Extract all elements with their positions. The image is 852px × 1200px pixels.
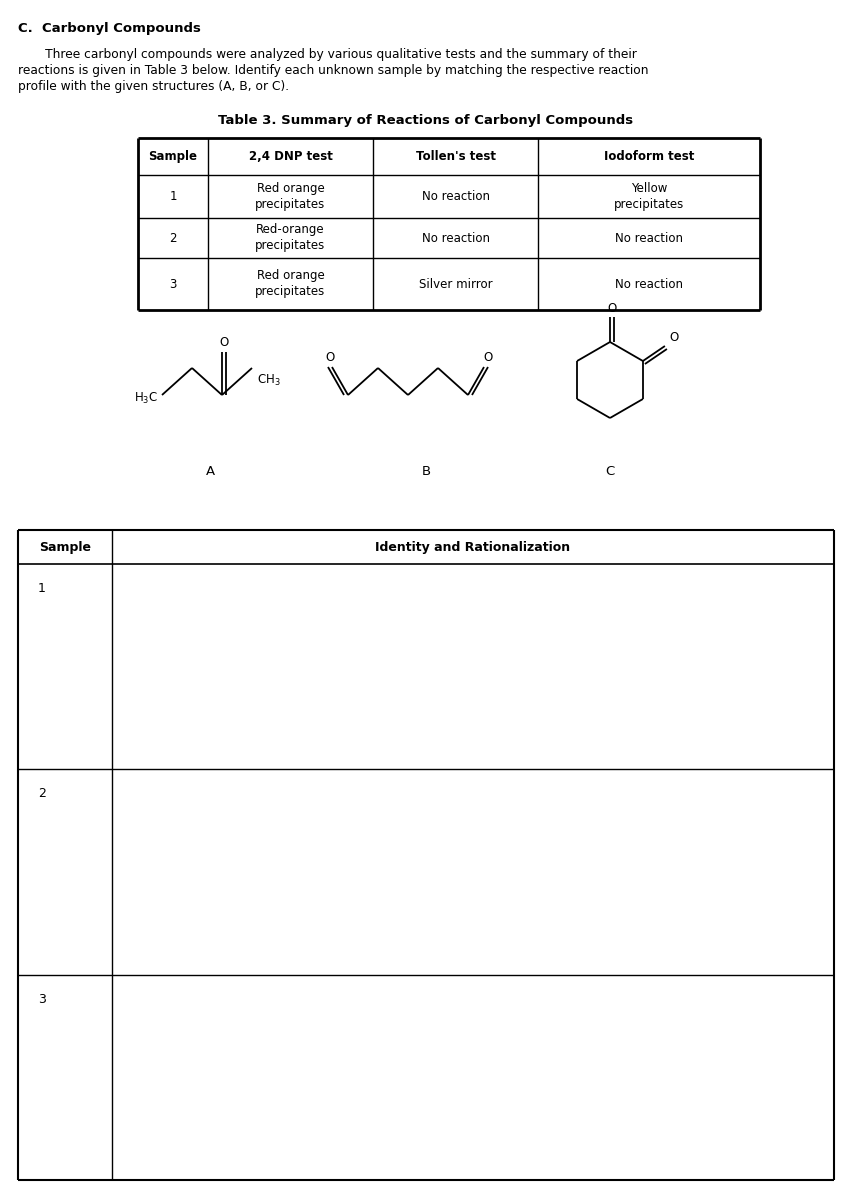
Text: Tollen's test: Tollen's test bbox=[416, 150, 496, 163]
Text: O: O bbox=[607, 302, 617, 314]
Text: 2: 2 bbox=[38, 787, 46, 800]
Text: No reaction: No reaction bbox=[422, 190, 490, 203]
Text: O: O bbox=[219, 336, 228, 349]
Text: Red orange
precipitates: Red orange precipitates bbox=[256, 270, 325, 299]
Text: Table 3. Summary of Reactions of Carbonyl Compounds: Table 3. Summary of Reactions of Carbony… bbox=[218, 114, 634, 127]
Text: Silver mirror: Silver mirror bbox=[418, 277, 492, 290]
Text: B: B bbox=[422, 464, 430, 478]
Text: O: O bbox=[483, 350, 492, 364]
Text: Sample: Sample bbox=[39, 540, 91, 553]
Text: 1: 1 bbox=[38, 582, 46, 595]
Text: No reaction: No reaction bbox=[615, 277, 683, 290]
Text: H$_3$C: H$_3$C bbox=[134, 390, 158, 406]
Text: No reaction: No reaction bbox=[615, 232, 683, 245]
Text: reactions is given in Table 3 below. Identify each unknown sample by matching th: reactions is given in Table 3 below. Ide… bbox=[18, 64, 648, 77]
Text: Three carbonyl compounds were analyzed by various qualitative tests and the summ: Three carbonyl compounds were analyzed b… bbox=[18, 48, 637, 61]
Text: C: C bbox=[606, 464, 614, 478]
Text: A: A bbox=[205, 464, 215, 478]
Text: No reaction: No reaction bbox=[422, 232, 490, 245]
Text: CH$_3$: CH$_3$ bbox=[257, 373, 280, 388]
Text: Sample: Sample bbox=[148, 150, 198, 163]
Text: C.  Carbonyl Compounds: C. Carbonyl Compounds bbox=[18, 22, 201, 35]
Text: 2: 2 bbox=[170, 232, 176, 245]
Text: O: O bbox=[325, 350, 335, 364]
Text: 1: 1 bbox=[170, 190, 176, 203]
Text: Red orange
precipitates: Red orange precipitates bbox=[256, 182, 325, 211]
Text: Red-orange
precipitates: Red-orange precipitates bbox=[256, 223, 325, 252]
Text: Iodoform test: Iodoform test bbox=[604, 150, 694, 163]
Text: 3: 3 bbox=[170, 277, 176, 290]
Text: 2,4 DNP test: 2,4 DNP test bbox=[249, 150, 332, 163]
Text: 3: 3 bbox=[38, 992, 46, 1006]
Text: Yellow
precipitates: Yellow precipitates bbox=[614, 182, 684, 211]
Text: O: O bbox=[669, 331, 678, 344]
Text: profile with the given structures (A, B, or C).: profile with the given structures (A, B,… bbox=[18, 80, 289, 92]
Text: Identity and Rationalization: Identity and Rationalization bbox=[376, 540, 571, 553]
